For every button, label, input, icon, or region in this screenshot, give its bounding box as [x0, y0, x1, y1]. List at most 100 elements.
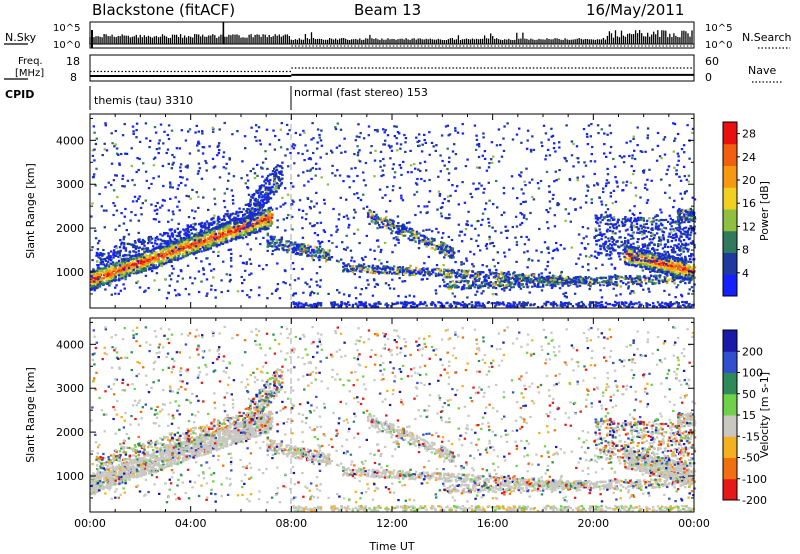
power-cell	[398, 266, 401, 269]
power-cell	[158, 264, 161, 267]
power-cell	[266, 227, 269, 230]
power-cell	[223, 215, 226, 218]
power-cell	[502, 275, 505, 278]
power-cell	[268, 180, 271, 184]
power-cell	[607, 246, 611, 249]
power-cell	[678, 237, 681, 240]
power-cell	[153, 259, 156, 262]
power-cell	[258, 224, 262, 228]
power-cell	[417, 237, 420, 240]
power-cell	[154, 254, 157, 257]
power-cell	[106, 274, 109, 277]
power-cell	[351, 305, 354, 308]
power-cell	[565, 305, 569, 308]
power-cell	[379, 217, 382, 220]
power-cell	[433, 244, 436, 247]
power-cell	[494, 272, 497, 275]
power-cell	[608, 281, 611, 284]
power-cell	[254, 231, 257, 234]
power-cell	[604, 305, 607, 308]
power-cell	[646, 255, 650, 258]
power-cell	[639, 218, 642, 221]
power-cell	[463, 280, 466, 283]
power-cell	[633, 250, 636, 253]
power-cell	[300, 243, 303, 246]
power-cell	[653, 234, 656, 237]
power-cell	[403, 230, 407, 233]
power-cell	[507, 278, 511, 281]
power-cell	[631, 261, 634, 264]
power-cell	[229, 222, 232, 225]
power-cell	[202, 242, 206, 246]
power-cell	[525, 277, 529, 280]
power-cell	[233, 230, 237, 234]
power-cell	[593, 278, 596, 281]
power-cell	[252, 208, 255, 211]
power-cell	[393, 271, 396, 274]
power-cell	[661, 268, 664, 271]
power-cell	[643, 265, 646, 268]
power-cell	[672, 228, 675, 231]
power-cell	[265, 178, 269, 181]
power-cell	[627, 281, 630, 284]
power-cell	[145, 250, 149, 253]
power-cell	[524, 279, 527, 282]
power-cell	[451, 251, 454, 254]
power-cell	[681, 215, 685, 218]
power-cell	[641, 260, 644, 264]
power-cell	[495, 277, 498, 280]
power-cell	[462, 287, 465, 290]
power-cell	[204, 238, 207, 241]
power-cell	[171, 232, 174, 235]
power-cell	[177, 240, 180, 244]
power-cell	[632, 237, 635, 240]
power-cell	[146, 247, 150, 250]
power-cell	[240, 230, 243, 233]
power-cell	[133, 261, 136, 265]
power-cell	[275, 239, 278, 242]
power-cell	[384, 268, 387, 271]
power-cell	[170, 255, 173, 258]
power-cell	[133, 265, 136, 268]
power-cell	[453, 285, 457, 289]
power-cell	[216, 219, 219, 222]
power-cell	[666, 273, 669, 276]
power-cell	[560, 282, 563, 285]
power-cell	[675, 234, 678, 238]
power-cell	[635, 302, 638, 305]
power-cell	[688, 213, 692, 216]
power-cell	[259, 185, 262, 188]
power-cell	[249, 219, 253, 222]
power-cell	[149, 249, 152, 252]
power-cell	[257, 211, 260, 214]
power-cell	[113, 278, 116, 281]
power-cell	[627, 246, 631, 249]
power-cell	[551, 275, 555, 278]
power-cell	[263, 209, 267, 212]
power-cell	[266, 210, 270, 213]
power-cell	[457, 269, 460, 272]
power-cell	[631, 249, 634, 252]
power-cell	[678, 264, 681, 267]
power-cell	[148, 260, 152, 263]
power-cell	[113, 254, 116, 257]
power-cell	[660, 263, 663, 266]
power-cell	[400, 233, 403, 236]
power-cell	[657, 226, 660, 229]
power-cell	[595, 256, 599, 259]
power-cell	[251, 218, 255, 221]
power-cell	[690, 253, 693, 256]
power-cell	[194, 228, 197, 231]
power-cell	[635, 252, 639, 255]
power-cell	[507, 280, 510, 283]
power-cell	[92, 272, 96, 275]
power-cell	[601, 218, 604, 222]
power-cell	[452, 256, 455, 259]
power-cell	[467, 280, 470, 283]
power-cell	[440, 274, 443, 277]
power-cell	[129, 272, 132, 275]
power-cell	[569, 279, 573, 282]
power-cell	[609, 280, 612, 283]
power-cell	[620, 244, 623, 247]
power-cell	[430, 237, 434, 240]
